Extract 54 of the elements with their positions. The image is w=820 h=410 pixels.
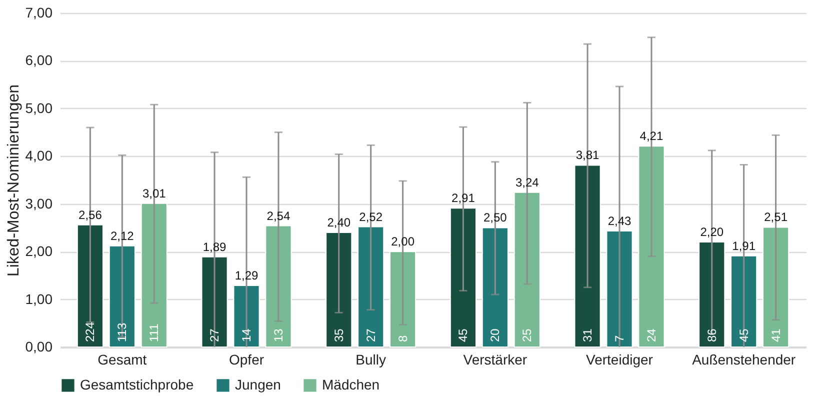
data-label: 2,91: [452, 191, 476, 206]
x-tick-label: Gesamt: [98, 352, 147, 368]
x-tick-label: Verstärker: [463, 352, 528, 368]
x-tick-label: Bully: [356, 352, 386, 368]
data-label: 1,89: [202, 240, 227, 254]
y-tick-label: 0,00: [25, 338, 53, 354]
y-tick-label: 3,00: [25, 195, 53, 212]
data-label: 3,24: [515, 175, 540, 190]
data-label: 2,51: [764, 210, 788, 224]
data-label: 2,00: [391, 234, 415, 249]
annotation: 20: [488, 328, 502, 342]
annotation: 45: [456, 328, 470, 342]
data-label: 2,56: [78, 208, 102, 222]
annotation: 25: [520, 328, 534, 342]
y-tick-label: 2,00: [25, 243, 53, 260]
legend-label: Jungen: [235, 376, 281, 392]
data-label: 2,50: [483, 210, 508, 225]
data-label: 1,29: [234, 268, 258, 282]
data-label: 2,40: [327, 215, 351, 230]
annotation: 111: [147, 323, 162, 342]
annotation: 113: [115, 322, 130, 342]
data-label: 2,43: [608, 214, 632, 228]
annotation: 27: [208, 328, 222, 342]
data-label: 2,52: [359, 210, 383, 224]
data-label: 3,01: [142, 186, 166, 200]
data-label: 2,12: [110, 228, 134, 243]
data-label: 3,81: [576, 148, 600, 162]
annotation: 35: [332, 328, 346, 342]
y-tick-label: 6,00: [25, 52, 53, 68]
data-label: 1,91: [732, 238, 756, 253]
annotation: 13: [271, 328, 286, 342]
annotation: 14: [240, 328, 254, 342]
y-tick-label: 7,00: [25, 4, 53, 20]
y-tick-label: 5,00: [25, 100, 53, 116]
annotation: 31: [580, 328, 595, 342]
data-label: 2,20: [700, 225, 724, 240]
x-tick-label: Außenstehender: [692, 352, 796, 368]
annotation: 86: [704, 328, 719, 342]
annotation: 45: [736, 328, 751, 342]
y-tick-label: 1,00: [25, 290, 53, 307]
y-tick-label: 4,00: [25, 148, 53, 164]
annotation: 24: [644, 328, 658, 342]
x-tick-label: Opfer: [228, 352, 264, 368]
x-tick-label: Verteidiger: [586, 352, 654, 368]
annotation: 27: [364, 328, 378, 342]
annotation: 224: [83, 322, 98, 342]
data-label: 2,54: [266, 208, 290, 223]
legend-label: Mädchen: [322, 376, 380, 392]
y-axis-title: Liked-Most-Nominierungen: [5, 84, 22, 277]
data-label: 4,21: [640, 129, 664, 144]
annotation: 8: [396, 335, 410, 342]
legend-label: Gesamtstichprobe: [80, 376, 194, 392]
annotation: 7: [612, 335, 626, 342]
annotation: 41: [768, 328, 783, 342]
